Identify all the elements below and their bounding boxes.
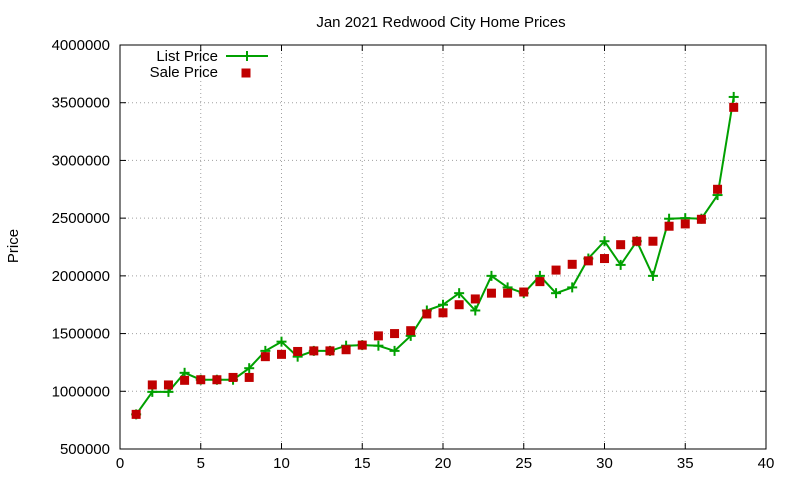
list-price-point [244,363,255,374]
sale-price-point [341,345,351,355]
y-tick-label: 2500000 [52,210,110,227]
x-tick-label: 20 [435,455,452,472]
sale-price-point [147,380,157,390]
sale-price-point [293,346,303,356]
x-tick-label: 25 [515,455,532,472]
sale-price-point [422,309,432,319]
sale-price-point [648,236,658,246]
x-tick-label: 0 [116,455,124,472]
sale-price-point [228,372,238,382]
list-price-point [728,91,739,102]
sale-price-point [260,352,270,362]
sale-price-point [309,346,319,356]
sale-price-point [212,375,222,385]
list-price-line [135,96,735,415]
chart-title: Jan 2021 Redwood City Home Prices [316,14,565,31]
sale-price-point [470,294,480,304]
sale-price-point [664,221,674,231]
x-tick-label: 5 [197,455,205,472]
y-tick-label: 1500000 [52,326,110,343]
x-tick-label: 15 [354,455,371,472]
list-price-point [615,259,626,270]
x-tick-label: 35 [677,455,694,472]
sale-price-point [438,308,448,318]
list-price-point [551,288,562,299]
sale-price-point [600,254,609,264]
list-price-point [599,236,610,247]
list-price-point [454,288,465,299]
sale-price-point [406,326,416,336]
grid [120,45,766,449]
y-tick-label: 500000 [60,441,110,458]
legend-label-sale-price: Sale Price [150,64,218,81]
sale-price-point [325,346,335,356]
sale-price-point [632,236,642,246]
sale-price-point [680,219,690,229]
sale-price-point [357,340,367,350]
list-price-point [470,305,481,316]
sale-price-point [373,331,383,341]
sale-price-point [503,288,513,298]
sale-price-point [616,240,626,250]
list-price-series [131,91,739,420]
sale-price-point [713,184,723,194]
x-tick-label: 40 [758,455,775,472]
sale-price-point [454,300,464,310]
y-tick-label: 3500000 [52,95,110,112]
sale-price-point [196,375,206,385]
x-tick-label: 30 [596,455,613,472]
sale-price-point [163,380,173,390]
list-price-point [567,282,578,293]
y-axis-label: Price [5,229,22,263]
sale-price-point [583,256,593,266]
y-tick-label: 1000000 [52,383,110,400]
sale-price-point [696,214,706,224]
x-tick-label: 10 [273,455,290,472]
y-tick-label: 2000000 [52,268,110,285]
y-tick-label: 4000000 [52,37,110,54]
legend-marker-sale-price [241,68,251,78]
sale-price-series [131,102,739,419]
sale-price-point [519,287,529,297]
legend-label-list-price: List Price [156,48,218,65]
sale-price-point [551,265,561,275]
sale-price-point [486,288,496,298]
axis-ticks: 0 5 10 15 20 25 30 35 40 500000 1000000 1500000 2000… [52,37,775,472]
list-price-point [389,345,400,356]
sale-price-point [567,259,577,269]
legend-marker-list-price [242,51,252,61]
sale-price-point [180,375,190,385]
sale-price-point [729,102,739,112]
y-tick-label: 3000000 [52,152,110,169]
list-price-point [276,336,287,347]
series-layer [131,91,739,420]
sale-price-point [131,409,141,419]
sale-price-point [535,277,545,287]
sale-price-point [244,372,254,382]
sale-price-point [390,329,400,339]
sale-price-point [277,349,286,359]
list-price-point [373,340,384,351]
list-price-point [486,270,497,281]
list-price-point [647,270,658,281]
list-price-point [438,299,448,310]
